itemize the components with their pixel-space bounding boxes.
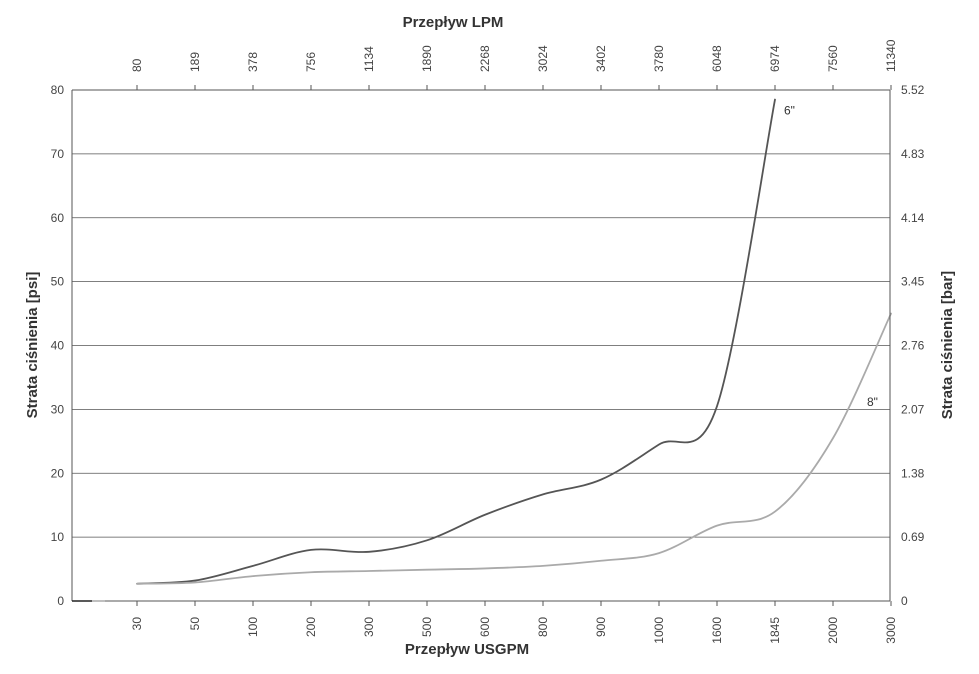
y-left-tick-label: 40	[51, 339, 65, 353]
x-bottom-tick-label: 2000	[826, 617, 840, 644]
y-right-tick-label: 0.69	[901, 530, 925, 544]
y-left-tick-label: 60	[51, 211, 65, 225]
left-axis-title: Strata ciśnienia [psi]	[24, 272, 41, 419]
y-right-tick-label: 2.07	[901, 402, 925, 416]
y-right-tick-label: 4.14	[901, 211, 925, 225]
x-top-tick-label: 2268	[478, 45, 492, 72]
x-bottom-tick-label: 1600	[710, 617, 724, 644]
y-left-tick-label: 70	[51, 147, 65, 161]
x-top-tick-label: 11340	[884, 39, 898, 72]
x-top-tick-label: 378	[246, 52, 260, 72]
series-8in-line	[136, 312, 892, 585]
x-top-tick-label: 7560	[826, 45, 840, 72]
x-top-tick-label: 1134	[362, 46, 376, 72]
x-bottom-tick-label: 3000	[884, 617, 898, 644]
x-bottom-tick-label: 30	[130, 617, 144, 631]
series-6in-label: 6"	[784, 104, 795, 118]
y-right-tick-label: 4.83	[901, 147, 925, 161]
x-top-tick-label: 3402	[594, 45, 608, 72]
right-axis-title: Strata ciśnienia [bar]	[939, 271, 956, 419]
y-right-tick-label: 0	[901, 594, 908, 608]
x-top-tick-label: 6974	[768, 45, 782, 72]
x-bottom-tick-label: 800	[536, 617, 550, 637]
x-top-tick-label: 80	[130, 58, 144, 72]
y-left-tick-label: 30	[51, 402, 65, 416]
x-bottom-tick-label: 600	[478, 617, 492, 637]
y-left-tick-label: 80	[51, 83, 65, 97]
x-bottom-tick-label: 100	[246, 617, 260, 637]
x-top-tick-label: 189	[188, 52, 202, 72]
x-bottom-tick-label: 50	[188, 617, 202, 631]
x-top-tick-label: 3024	[536, 45, 550, 72]
x-bottom-tick-label: 300	[362, 617, 376, 637]
top-axis-title: Przepływ LPM	[403, 14, 504, 31]
y-left-tick-label: 0	[57, 594, 64, 608]
y-right-tick-label: 1.38	[901, 466, 925, 480]
x-top-tick-label: 1890	[420, 45, 434, 72]
x-bottom-tick-label: 1000	[652, 617, 666, 644]
x-bottom-tick-label: 900	[594, 617, 608, 637]
bottom-axis-title: Przepływ USGPM	[405, 641, 529, 658]
series-8in-label: 8"	[867, 395, 878, 409]
y-right-tick-label: 5.52	[901, 83, 925, 97]
x-top-tick-label: 6048	[710, 45, 724, 72]
x-bottom-tick-label: 1845	[768, 617, 782, 644]
y-left-tick-label: 10	[51, 530, 65, 544]
y-right-tick-label: 3.45	[901, 275, 925, 289]
x-bottom-tick-label: 500	[420, 617, 434, 637]
x-top-tick-label: 3780	[652, 45, 666, 72]
x-bottom-tick-label: 200	[304, 617, 318, 637]
y-left-tick-label: 20	[51, 466, 65, 480]
y-left-tick-label: 50	[51, 275, 65, 289]
y-right-tick-label: 2.76	[901, 339, 925, 353]
series-6in-line	[136, 98, 776, 585]
x-top-tick-label: 756	[304, 52, 318, 72]
